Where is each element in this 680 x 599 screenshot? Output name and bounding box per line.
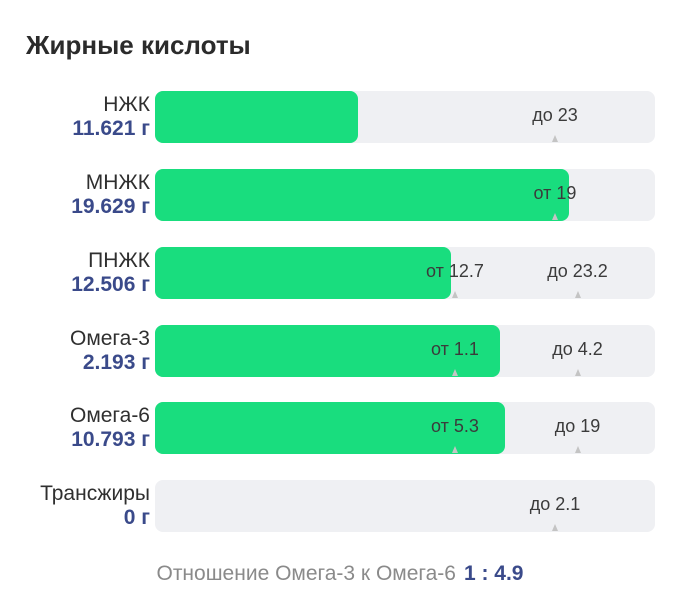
nutrient-row: МНЖК 19.629 г от 19 <box>0 169 680 221</box>
nutrient-row: НЖК 11.621 г до 23 <box>0 91 680 143</box>
norm-marker-icon <box>452 446 458 453</box>
nutrient-row: Омега-6 10.793 г от 5.3 до 19 <box>0 402 680 454</box>
nutrient-amount: 0 г <box>123 506 150 529</box>
section-title: Жирные кислоты <box>26 30 251 60</box>
progress-track: от 5.3 до 19 <box>155 402 655 454</box>
nutrient-name: Трансжиры <box>40 482 150 505</box>
progress-fill <box>155 169 569 221</box>
norm-marker-icon <box>552 524 558 531</box>
omega-ratio: Отношение Омега-3 к Омега-6 1 : 4.9 <box>0 562 680 586</box>
norm-label: от 12.7 <box>426 261 484 281</box>
nutrient-amount: 10.793 г <box>71 428 150 451</box>
nutrient-amount: 19.629 г <box>71 195 150 218</box>
norm-label: до 4.2 <box>552 339 603 359</box>
norm-label: до 23.2 <box>547 261 608 281</box>
nutrient-row: Омега-3 2.193 г от 1.1 до 4.2 <box>0 325 680 377</box>
progress-fill <box>155 91 358 143</box>
nutrient-label: НЖК 11.621 г <box>0 93 150 141</box>
norm-marker-icon <box>552 135 558 142</box>
progress-track: от 19 <box>155 169 655 221</box>
norm-label: от 5.3 <box>431 416 479 436</box>
progress-track: от 1.1 до 4.2 <box>155 325 655 377</box>
norm-label: до 2.1 <box>529 494 581 514</box>
nutrient-name: Омега-3 <box>69 327 150 350</box>
nutrient-label: Трансжиры 0 г <box>0 482 150 530</box>
nutrient-name: ПНЖК <box>88 249 150 272</box>
progress-fill <box>155 247 451 299</box>
progress-track: от 12.7 до 23.2 <box>155 247 655 299</box>
nutrient-name: МНЖК <box>85 171 150 194</box>
nutrient-amount: 12.506 г <box>71 273 150 296</box>
norm-label: до 19 <box>554 416 601 436</box>
norm-label: от 1.1 <box>431 339 479 359</box>
norm-label: от 19 <box>533 183 577 203</box>
nutrient-amount: 11.621 г <box>72 117 150 140</box>
omega-ratio-label: Отношение Омега-3 к Омега-6 <box>156 562 456 585</box>
progress-fill <box>155 402 505 454</box>
nutrient-amount: 2.193 г <box>82 351 150 374</box>
nutrient-row: Трансжиры 0 г до 2.1 <box>0 480 680 532</box>
norm-marker-icon <box>574 369 581 376</box>
nutrient-label: ПНЖК 12.506 г <box>0 249 150 297</box>
progress-track: до 2.1 <box>155 480 655 532</box>
norm-marker-icon <box>452 291 458 298</box>
progress-fill <box>155 325 500 377</box>
progress-track: до 23 <box>155 91 655 143</box>
norm-label: до 23 <box>532 105 578 125</box>
norm-marker-icon <box>574 291 581 298</box>
nutrient-name: НЖК <box>103 93 150 116</box>
nutrient-label: Омега-6 10.793 г <box>0 404 150 452</box>
nutrient-name: Омега-6 <box>69 404 150 427</box>
norm-marker-icon <box>552 213 558 220</box>
norm-marker-icon <box>452 369 458 376</box>
nutrient-row: ПНЖК 12.506 г от 12.7 до 23.2 <box>0 247 680 299</box>
norm-marker-icon <box>574 446 581 453</box>
nutrient-label: Омега-3 2.193 г <box>0 327 150 375</box>
omega-ratio-value: 1 : 4.9 <box>463 562 524 585</box>
nutrient-label: МНЖК 19.629 г <box>0 171 150 219</box>
